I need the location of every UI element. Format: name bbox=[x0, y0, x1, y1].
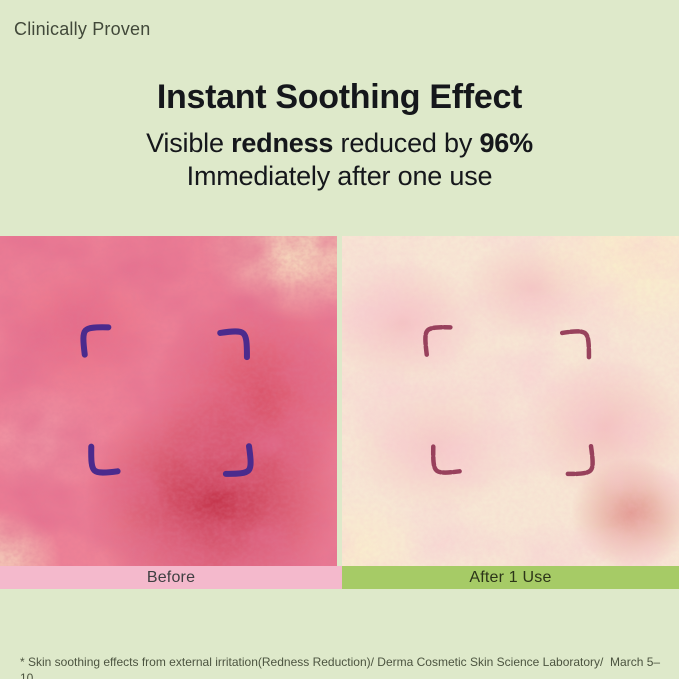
corner-marker-icon bbox=[561, 442, 599, 480]
footnote: * Skin soothing effects from external ir… bbox=[20, 622, 663, 679]
subtitle-keyword: redness bbox=[231, 128, 334, 159]
corner-marker-icon bbox=[427, 441, 465, 479]
before-after-comparison: Before After 1 Use bbox=[0, 236, 679, 589]
corner-marker-icon bbox=[557, 325, 595, 363]
page-title: Instant Soothing Effect bbox=[156, 78, 523, 116]
corner-marker-icon bbox=[219, 442, 257, 480]
subtitle-prefix: Visible bbox=[146, 128, 232, 159]
corner-marker-icon bbox=[215, 325, 253, 363]
after-label-bar: After 1 Use bbox=[342, 566, 679, 589]
tagline: Clinically Proven bbox=[14, 19, 151, 39]
subtitle-middle: reduced by bbox=[333, 128, 480, 159]
subtitle-stat: 96% bbox=[479, 128, 533, 159]
corner-marker-icon bbox=[85, 441, 123, 479]
before-noise-overlay bbox=[0, 236, 337, 566]
corner-marker-icon bbox=[77, 321, 115, 359]
subtitle-line1: Visible redness reduced by 96% bbox=[0, 127, 679, 160]
subtitle-line2: Immediately after one use bbox=[186, 161, 493, 192]
before-image bbox=[0, 236, 337, 566]
before-label: Before bbox=[146, 568, 196, 586]
corner-marker-icon bbox=[419, 321, 457, 359]
after-image bbox=[342, 236, 679, 566]
footnote-line1: * Skin soothing effects from external ir… bbox=[20, 655, 661, 679]
after-label: After 1 Use bbox=[469, 568, 552, 586]
after-noise-overlay bbox=[342, 236, 679, 566]
headline-block: Instant Soothing Effect Visible redness … bbox=[0, 78, 679, 193]
before-label-bar: Before bbox=[0, 566, 342, 589]
